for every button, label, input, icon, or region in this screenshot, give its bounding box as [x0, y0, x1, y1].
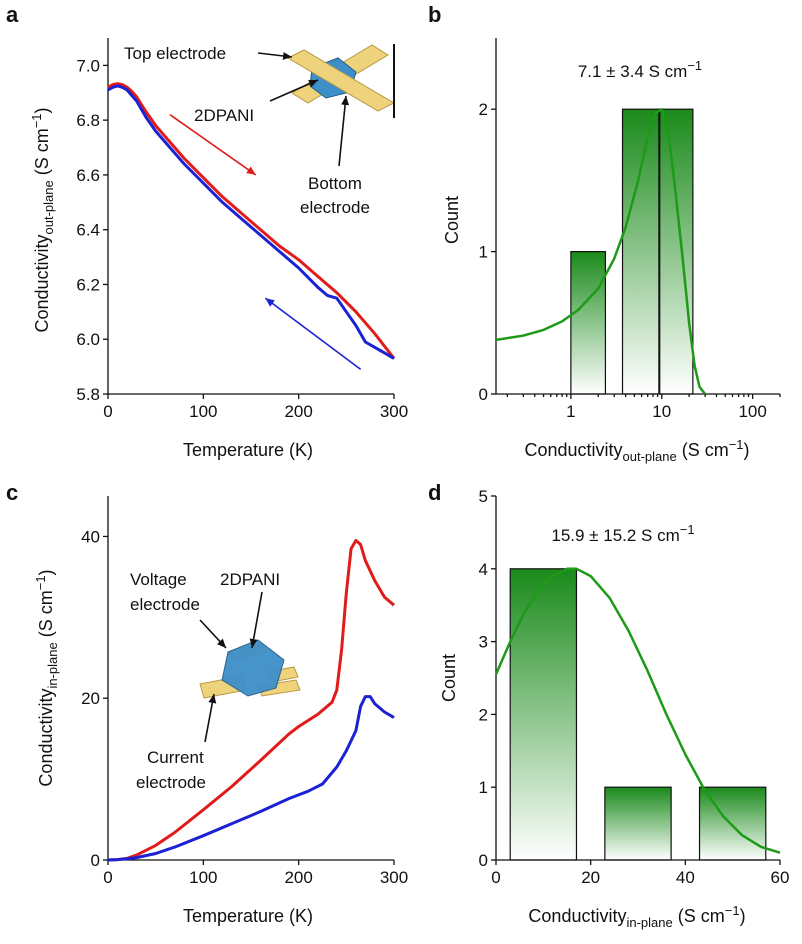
- top-electrode-pointer: [257, 51, 293, 60]
- current-electrode-label-1: Current: [147, 748, 204, 767]
- y-tick-label: 5: [479, 487, 488, 506]
- x-axis-label: Conductivityout-plane (S cm−1): [524, 437, 749, 464]
- x-tick-label: 100: [189, 402, 217, 421]
- chart-c: 0 100 200 300 0 20 40 Temperature (K) Conductivi…: [33, 496, 408, 926]
- x-tick-label: 1: [566, 402, 575, 421]
- bottom-electrode-label-2: electrode: [300, 198, 370, 217]
- panel-label-b: b: [428, 2, 441, 27]
- y-tick-label: 1: [479, 778, 488, 797]
- film-label-a: 2DPANI: [194, 106, 254, 125]
- y-tick-label: 2: [479, 100, 488, 119]
- x-tick-label: 40: [676, 868, 695, 887]
- y-tick-label: 40: [81, 527, 100, 546]
- voltage-electrode-label-1: Voltage: [130, 570, 187, 589]
- series-line-2: [107, 695, 395, 862]
- distribution-fit-line: [494, 567, 781, 854]
- chart-a: 0 100 200 300 5.8 6.0 6.2 6.4 6.6 6.8 7.0 Temperatu…: [29, 38, 408, 460]
- chart-b: 1 10 100 0 1 2 Conductivityout-plane (S cm−1) C…: [442, 38, 781, 464]
- series-line-1: [107, 82, 396, 360]
- film-label-c: 2DPANI: [220, 570, 280, 589]
- panel-label-a: a: [6, 2, 19, 27]
- device-inset-out-plane: [257, 44, 396, 167]
- film-pointer: [269, 79, 319, 102]
- x-axis-label: Conductivityin-plane (S cm−1): [528, 903, 745, 930]
- histogram-bar-1: [570, 251, 607, 395]
- x-tick-label: 200: [284, 402, 312, 421]
- x-tick-label: 60: [771, 868, 790, 887]
- bottom-electrode-pointer: [338, 95, 350, 167]
- series-line-1: [107, 539, 395, 862]
- histogram-bar-3: [659, 108, 694, 395]
- y-axis-label: Conductivityout-plane (S cm−1): [29, 107, 56, 332]
- y-tick-label: 0: [91, 851, 100, 870]
- chart-d: 0 20 40 60 0 1 2 3 4 5 Conductivityin-plane (S cm−…: [439, 487, 789, 930]
- voltage-electrode-label-2: electrode: [130, 595, 200, 614]
- y-tick-label: 3: [479, 633, 488, 652]
- film-pointer-c: [249, 591, 263, 649]
- y-tick-label: 6.4: [76, 221, 100, 240]
- x-tick-label: 10: [652, 402, 671, 421]
- panel-label-d: d: [428, 480, 441, 505]
- y-tick-label: 5.8: [76, 385, 100, 404]
- x-tick-label: 0: [103, 402, 112, 421]
- x-tick-label: 0: [103, 868, 112, 887]
- y-tick-label: 4: [479, 560, 488, 579]
- y-tick-label: 2: [479, 705, 488, 724]
- y-tick-label: 6.8: [76, 111, 100, 130]
- y-tick-label: 0: [479, 385, 488, 404]
- distribution-fit-line: [495, 107, 707, 395]
- mean-value-label: 15.9 ± 15.2 S cm−1: [551, 522, 694, 545]
- y-tick-label: 6.0: [76, 330, 100, 349]
- current-electrode-label-2: electrode: [136, 773, 206, 792]
- film-illustration-c: [221, 639, 285, 697]
- device-inset-in-plane: [199, 591, 301, 743]
- y-tick-label: 0: [479, 851, 488, 870]
- top-electrode-label: Top electrode: [124, 44, 226, 63]
- current-electrode-pointer: [204, 693, 217, 743]
- x-tick-label: 300: [380, 868, 408, 887]
- series-line-2: [107, 84, 395, 360]
- x-tick-label: 200: [284, 868, 312, 887]
- x-tick-label: 20: [581, 868, 600, 887]
- y-tick-label: 7.0: [76, 56, 100, 75]
- x-tick-label: 0: [491, 868, 500, 887]
- y-tick-label: 6.6: [76, 166, 100, 185]
- y-tick-label: 6.2: [76, 275, 100, 294]
- y-axis-label: Count: [439, 654, 459, 702]
- histogram-bar-2: [621, 108, 660, 395]
- y-axis-label: Count: [442, 196, 462, 244]
- panel-label-c: c: [6, 480, 18, 505]
- trend-arrow-2: [264, 297, 362, 370]
- mean-value-label: 7.1 ± 3.4 S cm−1: [578, 58, 702, 81]
- trend-arrow-1: [169, 114, 257, 176]
- y-tick-label: 20: [81, 689, 100, 708]
- x-tick-label: 100: [738, 402, 766, 421]
- x-axis-label: Temperature (K): [183, 440, 313, 460]
- histogram-bar-2: [604, 786, 672, 861]
- bottom-electrode-label-1: Bottom: [308, 174, 362, 193]
- y-axis-label: Conductivityin-plane (S cm−1): [33, 569, 60, 786]
- y-tick-label: 1: [479, 243, 488, 262]
- x-axis-label: Temperature (K): [183, 906, 313, 926]
- x-tick-label: 300: [380, 402, 408, 421]
- histogram-bar-1: [509, 568, 578, 861]
- x-tick-label: 100: [189, 868, 217, 887]
- voltage-electrode-pointer: [199, 619, 227, 649]
